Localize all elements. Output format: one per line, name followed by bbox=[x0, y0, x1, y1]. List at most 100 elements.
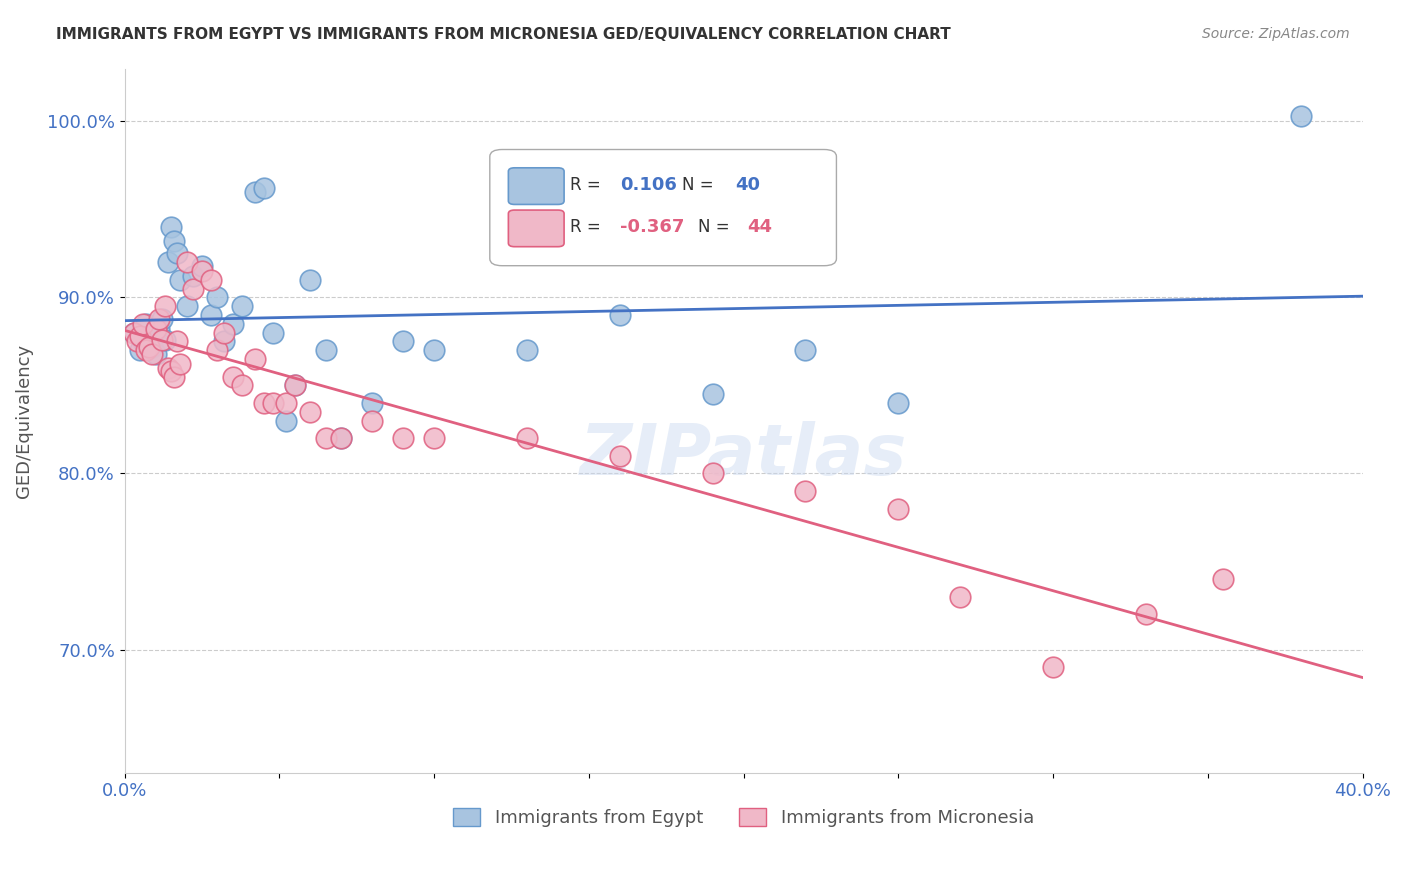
Point bbox=[299, 405, 322, 419]
Point bbox=[516, 343, 538, 358]
Point bbox=[169, 273, 191, 287]
Point bbox=[160, 219, 183, 234]
Point bbox=[181, 269, 204, 284]
Point bbox=[284, 378, 307, 392]
Point bbox=[125, 334, 148, 349]
Point bbox=[274, 396, 297, 410]
Legend: Immigrants from Egypt, Immigrants from Micronesia: Immigrants from Egypt, Immigrants from M… bbox=[446, 800, 1040, 834]
Text: 0.106: 0.106 bbox=[620, 176, 676, 194]
Point bbox=[1042, 660, 1064, 674]
Point bbox=[141, 347, 163, 361]
Point bbox=[153, 333, 176, 347]
Text: 40: 40 bbox=[735, 176, 759, 194]
Point bbox=[243, 351, 266, 366]
Text: N =: N = bbox=[697, 218, 730, 236]
Point bbox=[150, 311, 173, 326]
Point bbox=[243, 185, 266, 199]
Point bbox=[299, 273, 322, 287]
Point bbox=[222, 317, 245, 331]
Point bbox=[148, 322, 170, 336]
FancyBboxPatch shape bbox=[489, 150, 837, 266]
Point bbox=[609, 308, 631, 322]
Point bbox=[949, 590, 972, 604]
Point bbox=[794, 343, 817, 358]
Point bbox=[129, 329, 152, 343]
Text: N =: N = bbox=[682, 176, 713, 194]
Point bbox=[138, 340, 160, 354]
Point bbox=[166, 334, 188, 349]
Point bbox=[141, 340, 163, 354]
Point bbox=[262, 396, 284, 410]
Point bbox=[163, 234, 186, 248]
Point bbox=[129, 343, 152, 358]
Point bbox=[181, 282, 204, 296]
Point bbox=[122, 326, 145, 340]
Point bbox=[153, 299, 176, 313]
Point bbox=[887, 501, 910, 516]
Text: R =: R = bbox=[571, 176, 600, 194]
Point bbox=[284, 378, 307, 392]
Point bbox=[176, 255, 198, 269]
Point bbox=[166, 246, 188, 260]
Point bbox=[330, 431, 353, 445]
Point bbox=[207, 343, 229, 358]
Point bbox=[1212, 572, 1234, 586]
Point bbox=[1289, 109, 1312, 123]
Point bbox=[132, 317, 155, 331]
Point bbox=[163, 369, 186, 384]
FancyBboxPatch shape bbox=[509, 211, 564, 247]
Point bbox=[231, 299, 253, 313]
Point bbox=[191, 259, 214, 273]
Point bbox=[274, 414, 297, 428]
Point bbox=[135, 317, 157, 331]
Point bbox=[887, 396, 910, 410]
Point bbox=[702, 387, 724, 401]
Point bbox=[253, 396, 276, 410]
FancyBboxPatch shape bbox=[509, 168, 564, 204]
Point bbox=[330, 431, 353, 445]
Point bbox=[212, 334, 235, 349]
Point bbox=[191, 264, 214, 278]
Point bbox=[609, 449, 631, 463]
Point bbox=[361, 396, 384, 410]
Point bbox=[156, 255, 179, 269]
Point bbox=[231, 378, 253, 392]
Text: -0.367: -0.367 bbox=[620, 218, 685, 236]
Point bbox=[145, 347, 167, 361]
Point bbox=[262, 326, 284, 340]
Point bbox=[138, 329, 160, 343]
Point bbox=[253, 181, 276, 195]
Text: R =: R = bbox=[571, 218, 600, 236]
Point bbox=[200, 308, 222, 322]
Text: IMMIGRANTS FROM EGYPT VS IMMIGRANTS FROM MICRONESIA GED/EQUIVALENCY CORRELATION : IMMIGRANTS FROM EGYPT VS IMMIGRANTS FROM… bbox=[56, 27, 950, 42]
Text: Source: ZipAtlas.com: Source: ZipAtlas.com bbox=[1202, 27, 1350, 41]
Point bbox=[132, 334, 155, 349]
Point bbox=[423, 431, 446, 445]
Point bbox=[122, 326, 145, 340]
Point bbox=[392, 334, 415, 349]
Y-axis label: GED/Equivalency: GED/Equivalency bbox=[15, 343, 32, 498]
Point bbox=[222, 369, 245, 384]
Point bbox=[702, 467, 724, 481]
Point bbox=[145, 322, 167, 336]
Point bbox=[212, 326, 235, 340]
Point bbox=[200, 273, 222, 287]
Point bbox=[361, 414, 384, 428]
Text: ZIPatlas: ZIPatlas bbox=[579, 421, 907, 491]
Point bbox=[207, 290, 229, 304]
Point bbox=[169, 357, 191, 371]
Point bbox=[516, 431, 538, 445]
Point bbox=[794, 484, 817, 499]
Point bbox=[135, 343, 157, 358]
Point bbox=[148, 311, 170, 326]
Point bbox=[1135, 607, 1157, 622]
Point bbox=[315, 343, 337, 358]
Point bbox=[176, 299, 198, 313]
Text: 44: 44 bbox=[748, 218, 772, 236]
Point bbox=[315, 431, 337, 445]
Point bbox=[156, 360, 179, 375]
Point bbox=[160, 364, 183, 378]
Point bbox=[150, 333, 173, 347]
Point bbox=[423, 343, 446, 358]
Point bbox=[392, 431, 415, 445]
